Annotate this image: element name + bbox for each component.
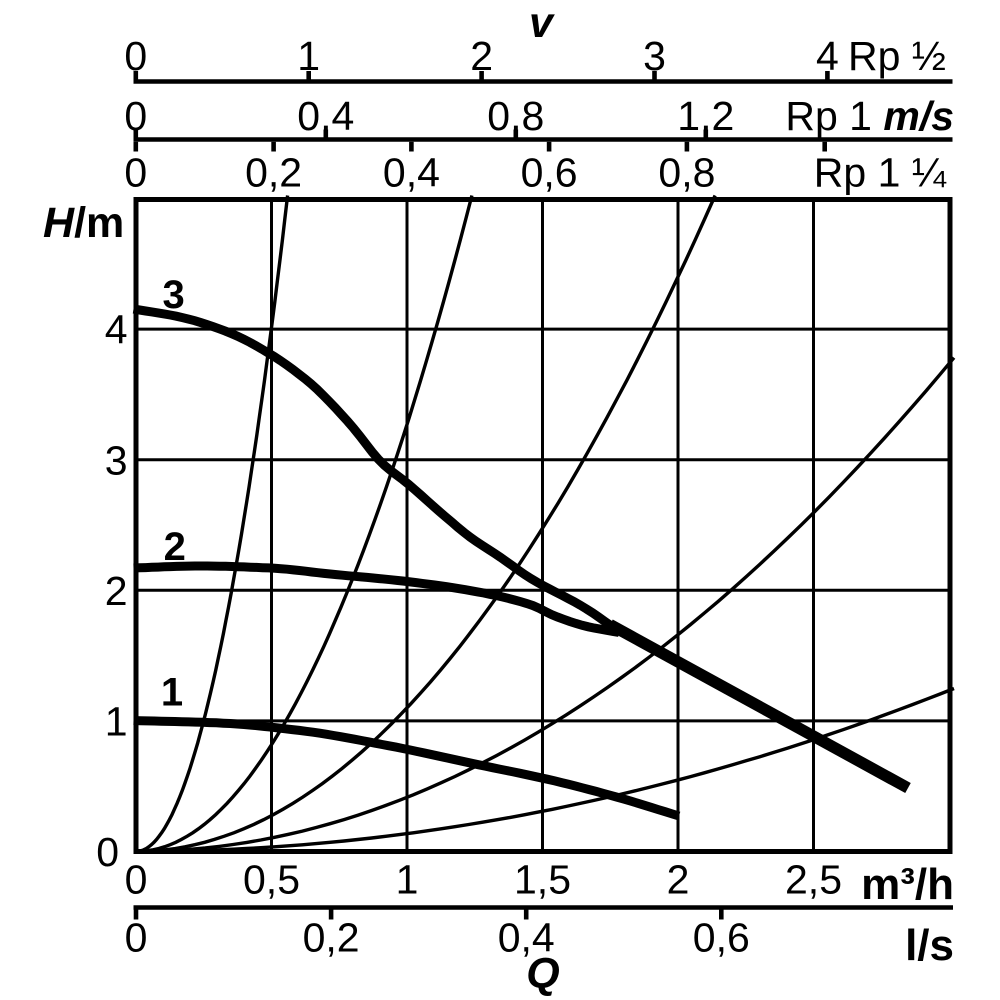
svg-text:0: 0 xyxy=(124,33,147,79)
svg-text:0,4: 0,4 xyxy=(297,93,354,139)
svg-text:l/s: l/s xyxy=(905,921,954,970)
svg-text:0,2: 0,2 xyxy=(303,915,360,961)
svg-text:0,4: 0,4 xyxy=(383,150,440,196)
svg-text:2: 2 xyxy=(164,525,186,569)
svg-text:1: 1 xyxy=(161,671,183,715)
svg-text:0,6: 0,6 xyxy=(521,150,578,196)
svg-text:1: 1 xyxy=(105,699,128,745)
svg-text:0: 0 xyxy=(96,829,119,875)
svg-text:0,6: 0,6 xyxy=(693,915,750,961)
svg-text:1,5: 1,5 xyxy=(514,857,571,903)
svg-text:0: 0 xyxy=(125,857,148,903)
svg-text:0: 0 xyxy=(125,915,148,961)
svg-text:3: 3 xyxy=(162,273,184,317)
svg-text:0,8: 0,8 xyxy=(487,93,544,139)
svg-text:Rp ½: Rp ½ xyxy=(848,33,946,79)
svg-text:2: 2 xyxy=(105,568,128,614)
svg-text:0: 0 xyxy=(124,93,147,139)
svg-text:1,2: 1,2 xyxy=(677,93,734,139)
svg-text:4: 4 xyxy=(816,33,839,79)
svg-text:0,8: 0,8 xyxy=(658,150,715,196)
svg-text:H/m: H/m xyxy=(43,199,124,247)
svg-text:2,5: 2,5 xyxy=(785,857,842,903)
svg-text:Q: Q xyxy=(526,950,559,998)
svg-text:3: 3 xyxy=(105,437,128,483)
svg-text:Rp 1 ¼: Rp 1 ¼ xyxy=(814,150,947,196)
svg-text:v: v xyxy=(529,0,555,47)
svg-text:3: 3 xyxy=(643,33,666,79)
svg-text:1: 1 xyxy=(297,33,320,79)
svg-text:4: 4 xyxy=(105,307,128,353)
svg-text:0,4: 0,4 xyxy=(498,915,555,961)
svg-text:1: 1 xyxy=(396,857,419,903)
svg-text:2: 2 xyxy=(470,33,493,79)
svg-text:0: 0 xyxy=(124,150,147,196)
svg-text:m³/h: m³/h xyxy=(861,860,954,909)
svg-text:0,2: 0,2 xyxy=(245,150,302,196)
svg-text:2: 2 xyxy=(667,857,690,903)
svg-text:0,5: 0,5 xyxy=(243,857,300,903)
svg-text:Rp 1 m/s: Rp 1 m/s xyxy=(785,93,954,139)
